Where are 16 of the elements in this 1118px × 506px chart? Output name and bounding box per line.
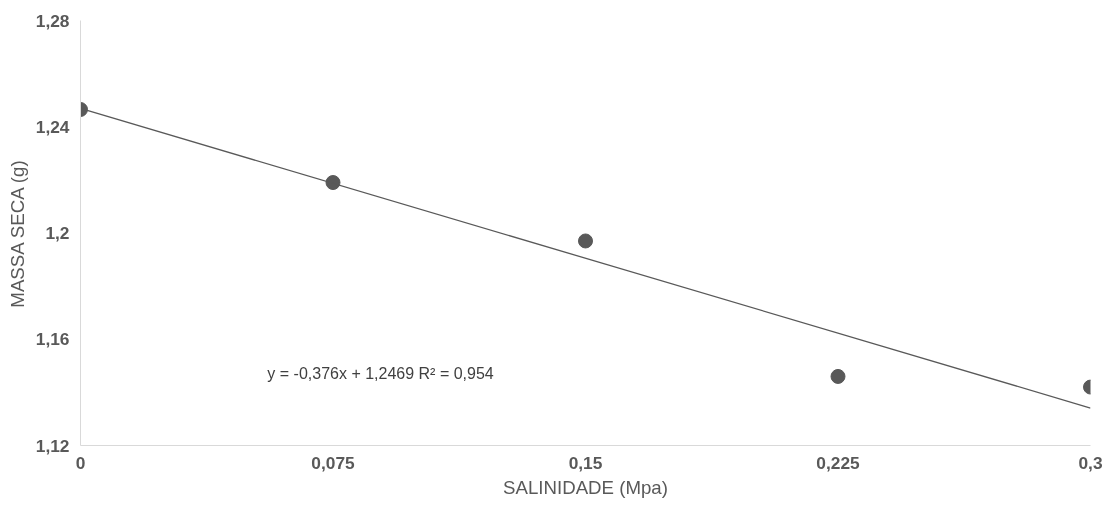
- y-tick-label: 1,2: [45, 223, 70, 243]
- x-axis-title: SALINIDADE (Mpa): [503, 476, 668, 498]
- x-tick-label: 0: [75, 452, 86, 473]
- x-tick-label: 0,225: [816, 452, 861, 473]
- x-tick-label: 0,075: [311, 452, 356, 473]
- annotation: y = -0,376x + 1,2469 R² = 0,954: [267, 364, 494, 382]
- y-tick-label: 1,24: [35, 116, 70, 137]
- point: [578, 233, 593, 249]
- y-tick-label: 1,28: [35, 10, 70, 31]
- point: [830, 368, 846, 384]
- y-tick-label: 1,12: [35, 435, 70, 456]
- point: [325, 175, 341, 191]
- y-tick-label: 1,16: [35, 329, 70, 350]
- y-axis-title: MASSA SECA (g): [6, 160, 28, 308]
- x-tick-label: 0,3: [1078, 452, 1103, 473]
- x-tick-label: 0,15: [568, 452, 603, 473]
